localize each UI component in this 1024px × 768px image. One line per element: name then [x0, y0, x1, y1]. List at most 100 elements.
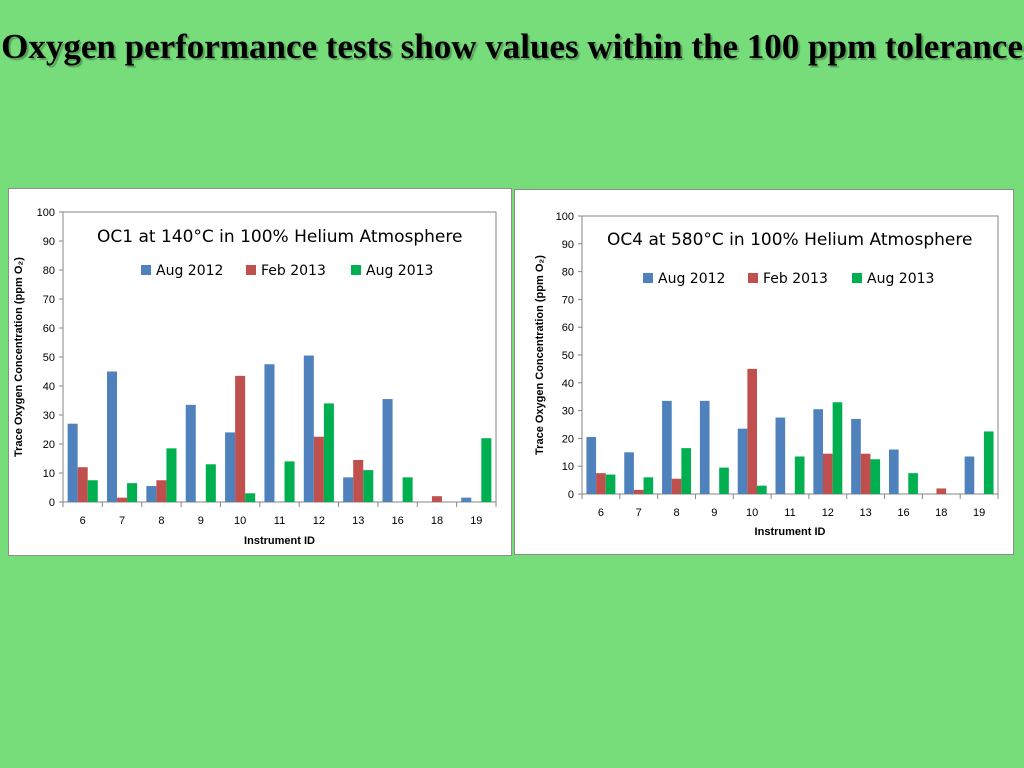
bar-aug-2012-id-7	[624, 452, 634, 494]
bar-aug-2013-id-11	[284, 461, 295, 502]
x-tick-label: 10	[746, 507, 758, 519]
legend-swatch	[643, 273, 653, 283]
chart-panel-oc4: 0 10 20 30 40 50 60 70 80 90 100 6 7 8 9 10 11 12 13 16 18 19…	[514, 189, 1014, 555]
bar-aug-2013-id-9	[719, 467, 729, 494]
x-tick-label: 16	[391, 515, 403, 527]
chart-title: OC1 at 140°C in 100% Helium Atmosphere	[97, 227, 462, 247]
plot-area-frame	[62, 211, 497, 503]
bar-aug-2013-id-11	[794, 456, 805, 494]
y-tick-label: 0	[49, 497, 55, 509]
bar-aug-2012-id-11	[264, 364, 275, 502]
legend-entry: Aug 2012	[156, 263, 223, 279]
y-tick-label: 70	[562, 294, 574, 306]
bar-aug-2012-id-9	[699, 400, 710, 494]
x-tick-label: 12	[313, 515, 325, 527]
y-tick-label: 20	[562, 433, 574, 445]
legend-swatch	[141, 265, 151, 275]
legend-entry: Aug 2012	[658, 271, 725, 287]
x-tick-label: 18	[431, 515, 443, 527]
bar-aug-2012-id-10	[737, 428, 748, 494]
y-tick-label: 100	[556, 211, 574, 223]
bar-aug-2012-id-13	[851, 418, 861, 494]
bar-aug-2013-id-9	[205, 464, 216, 502]
legend-swatch	[351, 265, 361, 275]
bar-aug-2012-id-19	[461, 497, 472, 502]
bar-aug-2013-id-12	[832, 402, 843, 494]
y-tick-label: 90	[562, 239, 574, 251]
x-axis-title: Instrument ID	[755, 526, 826, 538]
bar-aug-2012-id-16	[382, 399, 393, 502]
bar-feb-2013-id-12	[313, 436, 324, 502]
bar-feb-2013-id-8	[671, 478, 682, 494]
x-tick-label: 10	[234, 515, 246, 527]
bar-feb-2013-id-7	[633, 489, 644, 494]
y-tick-label: 70	[43, 294, 55, 306]
bar-aug-2013-id-12	[323, 403, 334, 502]
y-tick-label: 80	[562, 267, 574, 279]
y-tick-label: 30	[562, 406, 574, 418]
y-tick-label: 80	[43, 265, 55, 277]
y-tick-label: 40	[562, 378, 574, 390]
bar-aug-2013-id-16	[402, 477, 413, 502]
legend-entry: Feb 2013	[261, 263, 326, 279]
y-tick-label: 60	[43, 323, 55, 335]
bar-aug-2012-id-16	[888, 449, 899, 494]
bar-aug-2012-id-8	[146, 486, 157, 502]
x-axis-title: Instrument ID	[244, 535, 315, 547]
legend-entry: Aug 2013	[366, 263, 433, 279]
bar-aug-2013-id-16	[908, 473, 918, 494]
x-tick-label: 19	[470, 515, 482, 527]
bar-aug-2013-id-10	[245, 493, 256, 502]
x-tick-label: 6	[80, 515, 86, 527]
slide-title: Oxygen performance tests show values wit…	[1, 27, 1023, 66]
x-tick-label: 8	[673, 507, 679, 519]
bar-feb-2013-id-8	[156, 480, 167, 502]
x-tick-label: 9	[711, 507, 717, 519]
bar-aug-2012-id-9	[185, 404, 196, 502]
bar-aug-2012-id-6	[586, 437, 597, 494]
x-tick-label: 6	[598, 507, 604, 519]
bar-aug-2012-id-10	[225, 432, 236, 502]
bar-aug-2013-id-10	[757, 485, 767, 494]
bar-aug-2012-id-12	[303, 355, 314, 502]
chart-panel-oc1: 0 10 20 30 40 50 60 70 80 90 100 6 7 8 9 10 11 12 13 16 18 19…	[8, 188, 512, 556]
bar-aug-2013-id-8	[681, 448, 692, 494]
bar-feb-2013-id-7	[117, 497, 128, 502]
bar-feb-2013-id-10	[235, 375, 246, 502]
bar-aug-2012-id-13	[343, 477, 354, 502]
x-tick-label: 16	[897, 507, 909, 519]
legend-entry: Aug 2013	[867, 271, 934, 287]
x-tick-label: 19	[973, 507, 985, 519]
y-tick-label: 60	[562, 322, 574, 334]
bar-aug-2013-id-7	[127, 483, 138, 502]
bar-aug-2012-id-11	[775, 417, 786, 494]
bar-aug-2013-id-6	[605, 474, 616, 494]
bar-aug-2013-id-8	[166, 448, 177, 502]
y-tick-label: 50	[43, 352, 55, 364]
bar-aug-2012-id-12	[813, 409, 823, 494]
bar-aug-2012-id-19	[964, 456, 975, 494]
y-tick-label: 10	[43, 468, 55, 480]
bar-feb-2013-id-6	[596, 473, 606, 494]
chart-title: OC4 at 580°C in 100% Helium Atmosphere	[607, 230, 972, 250]
bar-aug-2013-id-13	[870, 459, 881, 494]
y-axis-title: Trace Oxygen Concentration (ppm O₂)	[534, 255, 546, 455]
bar-feb-2013-id-13	[353, 459, 364, 502]
bar-aug-2012-id-7	[106, 371, 118, 502]
x-tick-label: 18	[935, 507, 947, 519]
legend-entry: Feb 2013	[763, 271, 828, 287]
legend-swatch	[748, 273, 758, 283]
y-tick-label: 40	[43, 381, 55, 393]
x-tick-label: 12	[822, 507, 834, 519]
bar-aug-2013-id-19	[481, 438, 492, 502]
bar-feb-2013-id-10	[747, 368, 758, 494]
x-tick-label: 11	[784, 507, 795, 519]
legend-swatch	[852, 273, 862, 283]
chart-oc4: 0 10 20 30 40 50 60 70 80 90 100 6 7 8 9 10 11 12 13 16 18 19…	[534, 211, 999, 538]
bar-feb-2013-id-6	[77, 467, 88, 502]
x-tick-label: 7	[636, 507, 642, 519]
bar-feb-2013-id-12	[822, 453, 833, 494]
y-tick-label: 30	[43, 410, 55, 422]
chart-oc1: 0 10 20 30 40 50 60 70 80 90 100 6 7 8 9 10 11 12 13 16 18 19…	[13, 207, 497, 547]
x-tick-label: 13	[352, 515, 364, 527]
